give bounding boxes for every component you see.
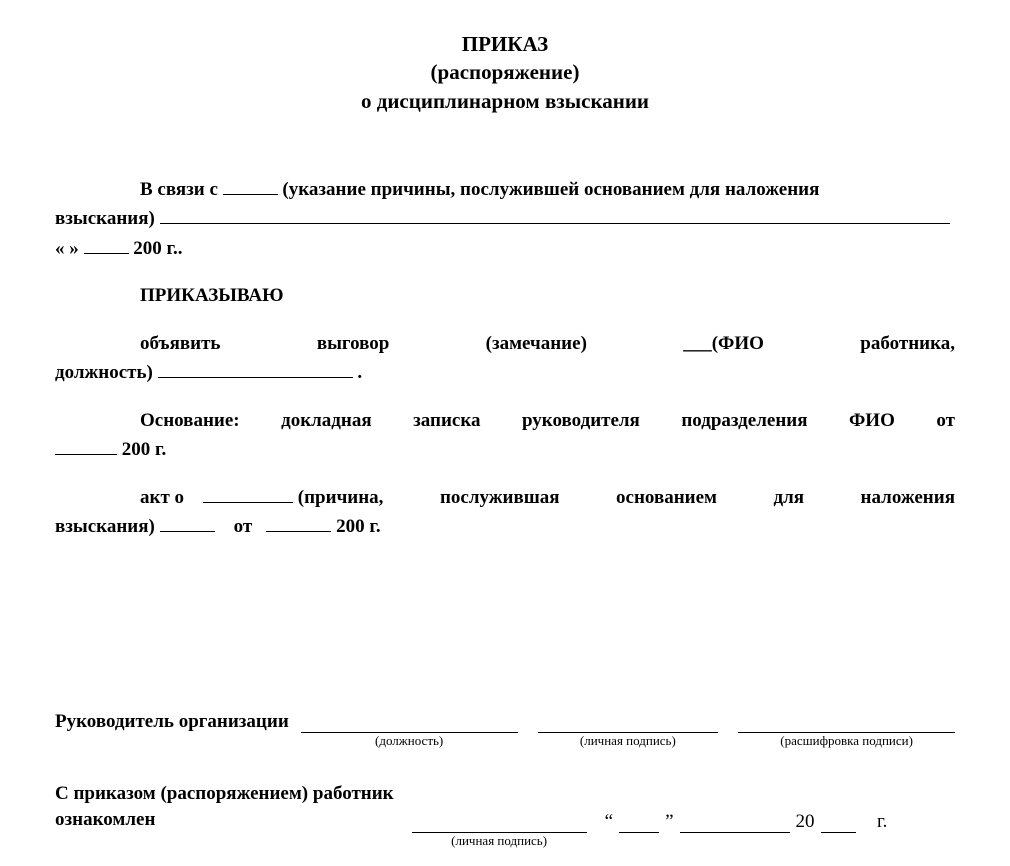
title-line-1: ПРИКАЗ bbox=[55, 30, 955, 58]
p4-w5: наложения bbox=[861, 483, 955, 512]
year-suffix: г. bbox=[877, 811, 887, 833]
p4-w1: (причина, bbox=[298, 487, 384, 508]
p3-w6: ФИО bbox=[849, 406, 895, 435]
acquaint-line1: С приказом (распоряжением) работник bbox=[55, 781, 394, 807]
acquaint-line2: ознакомлен bbox=[55, 807, 394, 833]
document-header: ПРИКАЗ (распоряжение) о дисциплинарном в… bbox=[55, 30, 955, 115]
p2-w4: ___(ФИО bbox=[683, 329, 764, 358]
title-line-2: (распоряжение) bbox=[55, 58, 955, 86]
p3-w4: руководителя bbox=[522, 406, 640, 435]
signature-section: Руководитель организации (должность) (ли… bbox=[55, 711, 955, 832]
sig-field-fullname: (расшифровка подписи) bbox=[738, 715, 955, 733]
blank-reason bbox=[223, 194, 278, 195]
para1-word2: взыскания) bbox=[55, 208, 155, 229]
p3-w7: от bbox=[936, 406, 955, 435]
date-prefix: « » bbox=[55, 238, 79, 259]
p4-w4: для bbox=[773, 483, 804, 512]
blank-act2 bbox=[160, 531, 215, 532]
paragraph-declare: объявить выговор (замечание) ___(ФИО раб… bbox=[55, 329, 955, 388]
p4-prefix: акт о bbox=[140, 487, 184, 508]
quote-close: ” bbox=[665, 811, 673, 833]
paragraph-act: акт о (причина, послужившая основанием д… bbox=[55, 483, 955, 542]
acquaint-sig-field: (личная подпись) bbox=[412, 815, 587, 833]
order-word: ПРИКАЗЫВАЮ bbox=[140, 285, 283, 306]
blank-year bbox=[821, 832, 856, 833]
acquaint-caption: (личная подпись) bbox=[412, 833, 587, 849]
p2-l2-prefix: должность) bbox=[55, 362, 153, 383]
p4-l2-suffix: 200 г. bbox=[336, 516, 381, 537]
acquaint-row: С приказом (распоряжением) работник озна… bbox=[55, 781, 955, 832]
caption-fullname: (расшифровка подписи) bbox=[738, 733, 955, 749]
date-suffix: 200 г.. bbox=[133, 238, 182, 259]
para1-prefix: В связи с bbox=[140, 179, 223, 200]
blank-month bbox=[680, 832, 790, 833]
p3-w3: записка bbox=[413, 406, 480, 435]
p2-w3: (замечание) bbox=[486, 329, 587, 358]
p2-w2: выговор bbox=[317, 329, 389, 358]
blank-long-line bbox=[160, 223, 950, 224]
p4-l2-prefix: взыскания) bbox=[55, 516, 155, 537]
blank-basis-date bbox=[55, 454, 117, 455]
p4-l2-mid: от bbox=[234, 516, 253, 537]
order-keyword: ПРИКАЗЫВАЮ bbox=[55, 281, 955, 310]
head-signature-row: Руководитель организации (должность) (ли… bbox=[55, 711, 955, 733]
year-prefix: 20 bbox=[796, 811, 815, 833]
p3-w5: подразделения bbox=[681, 406, 807, 435]
p3-w2: докладная bbox=[281, 406, 372, 435]
blank-act-date bbox=[266, 531, 331, 532]
p3-l2-suffix: 200 г. bbox=[122, 439, 167, 460]
head-label: Руководитель организации bbox=[55, 711, 289, 733]
title-line-3: о дисциплинарном взыскании bbox=[55, 87, 955, 115]
blank-position bbox=[158, 377, 353, 378]
para1-after: (указание причины, послужившей основание… bbox=[282, 179, 819, 200]
p2-w5: работника, bbox=[860, 329, 955, 358]
caption-signature: (личная подпись) bbox=[538, 733, 719, 749]
quote-open: “ bbox=[605, 811, 613, 833]
paragraph-reason: В связи с (указание причины, послужившей… bbox=[55, 175, 955, 263]
acquaint-date: “ ” 20 г. bbox=[605, 811, 888, 833]
blank-date bbox=[84, 253, 129, 254]
sig-field-position: (должность) bbox=[301, 715, 518, 733]
p3-w1: Основание: bbox=[140, 406, 240, 435]
p4-w3: основанием bbox=[616, 483, 717, 512]
p2-l2-suffix: . bbox=[357, 362, 362, 383]
document-body: В связи с (указание причины, послужившей… bbox=[55, 175, 955, 541]
p4-w2: послужившая bbox=[440, 483, 560, 512]
blank-act bbox=[203, 502, 293, 503]
paragraph-basis: Основание: докладная записка руководител… bbox=[55, 406, 955, 465]
p2-w1: объявить bbox=[140, 329, 220, 358]
caption-position: (должность) bbox=[301, 733, 518, 749]
acquaint-label: С приказом (распоряжением) работник озна… bbox=[55, 781, 394, 832]
blank-day bbox=[619, 832, 659, 833]
sig-field-signature: (личная подпись) bbox=[538, 715, 719, 733]
